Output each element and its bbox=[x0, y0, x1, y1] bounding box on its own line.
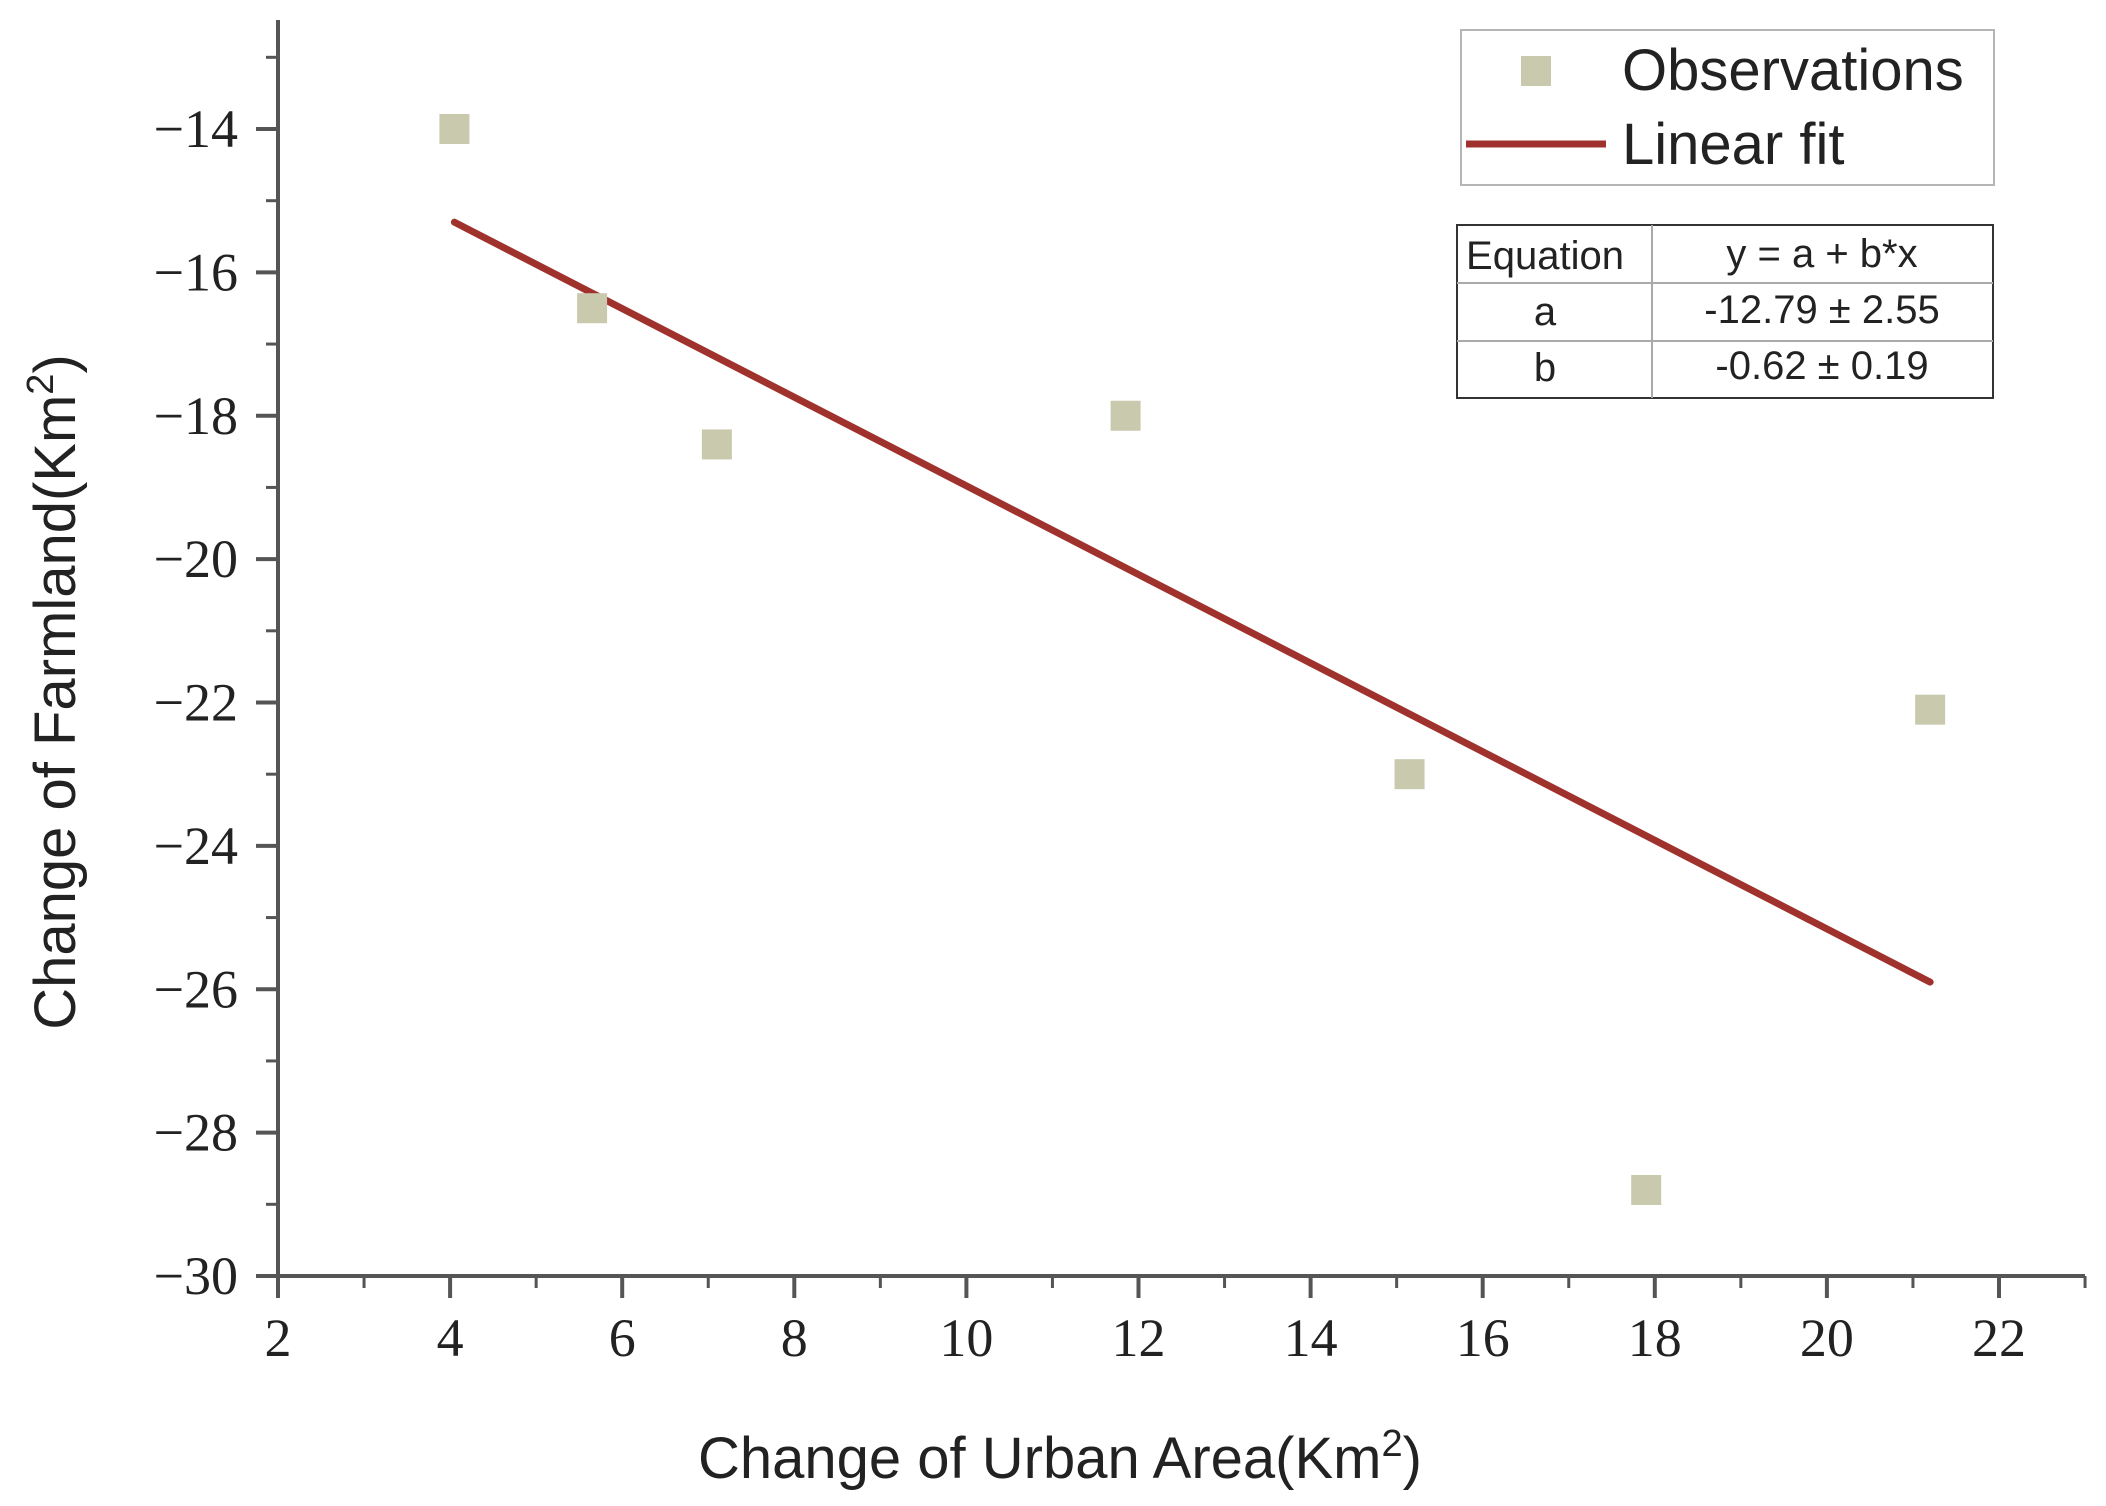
x-tick-label: 16 bbox=[1456, 1308, 1510, 1368]
x-tick-label: 18 bbox=[1628, 1308, 1682, 1368]
y-tick-label: −26 bbox=[154, 959, 238, 1019]
x-tick-label: 12 bbox=[1112, 1308, 1166, 1368]
y-axis-ticks: −14 −16 −18 −20 −22 −24 −26 −28 −30 bbox=[154, 55, 278, 1306]
fit-table-value-b: -0.62 ± 0.19 bbox=[1715, 344, 1928, 388]
x-tick-label: 22 bbox=[1972, 1308, 2026, 1368]
fit-table-header-formula: y = a + b*x bbox=[1726, 232, 1917, 276]
y-tick-label: −20 bbox=[154, 529, 238, 589]
y-axis-title-close: ) bbox=[23, 354, 88, 373]
observation-point bbox=[1915, 694, 1946, 725]
legend-box bbox=[1460, 29, 1995, 186]
y-tick-label: −24 bbox=[154, 816, 238, 876]
fit-table-param-b: b bbox=[1534, 346, 1556, 390]
legend: Observations Linear fit bbox=[1460, 29, 1995, 186]
x-axis-title-superscript: 2 bbox=[1382, 1423, 1403, 1465]
fit-table-value-a: -12.79 ± 2.55 bbox=[1704, 288, 1939, 332]
legend-label-linear-fit: Linear fit bbox=[1622, 112, 1844, 177]
x-tick-label: 4 bbox=[437, 1308, 464, 1368]
legend-label-observations: Observations bbox=[1622, 38, 1964, 103]
x-tick-label: 20 bbox=[1800, 1308, 1854, 1368]
y-tick-label: −30 bbox=[154, 1246, 238, 1306]
fit-table-border bbox=[1456, 224, 1994, 399]
y-tick-label: −22 bbox=[154, 673, 238, 733]
observation-point bbox=[439, 114, 470, 144]
x-tick-label: 10 bbox=[939, 1308, 993, 1368]
x-tick-label: 6 bbox=[609, 1308, 636, 1368]
observation-point bbox=[1394, 759, 1425, 790]
legend-marker-observations bbox=[1521, 56, 1551, 86]
y-tick-label: −28 bbox=[154, 1103, 238, 1163]
x-axis-title-text: Change of Urban Area(Km bbox=[698, 1426, 1381, 1491]
observation-point bbox=[701, 429, 732, 460]
plot-area bbox=[439, 114, 1946, 1205]
fit-table-param-a: a bbox=[1534, 290, 1557, 334]
y-axis-title-text: Change of Farmland(Km bbox=[23, 395, 88, 1030]
x-tick-label: 2 bbox=[265, 1308, 292, 1368]
x-tick-label: 14 bbox=[1284, 1308, 1338, 1368]
observation-point bbox=[1631, 1174, 1662, 1205]
y-tick-label: −14 bbox=[154, 99, 238, 159]
x-axis-title-close: ) bbox=[1403, 1426, 1422, 1491]
y-tick-label: −16 bbox=[154, 242, 238, 302]
x-axis-title: Change of Urban Area(Km2) bbox=[698, 1423, 1422, 1491]
observation-point bbox=[577, 293, 608, 324]
y-axis-title-superscript: 2 bbox=[20, 374, 62, 395]
x-axis-ticks: 2 4 6 8 10 12 14 16 18 20 22 bbox=[265, 1276, 2087, 1368]
linear-fit-line bbox=[450, 218, 1934, 986]
y-axis-title: Change of Farmland(Km2) bbox=[20, 354, 88, 1030]
fit-table-header-equation: Equation bbox=[1466, 234, 1624, 278]
observation-point bbox=[1110, 400, 1141, 431]
x-tick-label: 8 bbox=[781, 1308, 808, 1368]
fit-results-table: Equation y = a + b*x a -12.79 ± 2.55 b -… bbox=[1456, 224, 1994, 399]
y-tick-label: −18 bbox=[154, 386, 238, 446]
